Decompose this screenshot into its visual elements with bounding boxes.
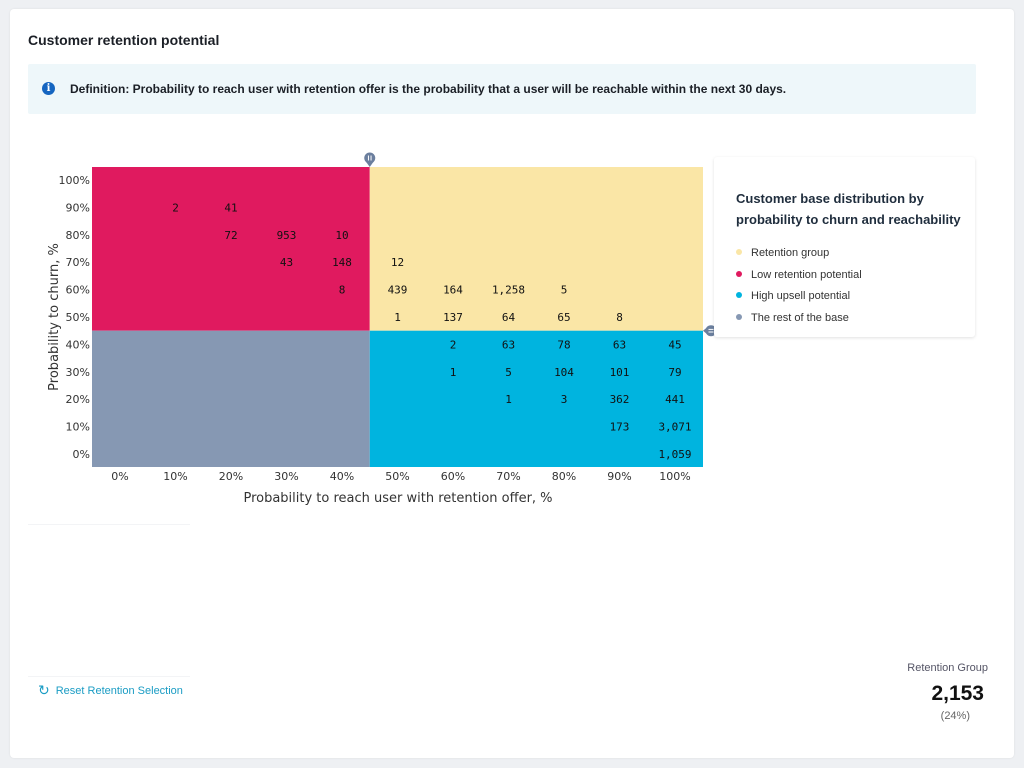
x-tick-label: 40% — [330, 470, 354, 483]
legend-dot — [736, 292, 742, 299]
y-tick-label: 70% — [66, 256, 90, 269]
divider — [28, 676, 190, 677]
info-icon: i — [42, 82, 55, 95]
cell-count-label: 64 — [502, 311, 516, 324]
handle-pointer — [364, 160, 375, 167]
reset-label: Reset Retention Selection — [55, 684, 183, 697]
legend-label: High upsell potential — [751, 290, 851, 302]
definition-text: Definition: Probability to reach user wi… — [70, 82, 787, 96]
reset-retention-selection-button[interactable]: ↻ Reset Retention Selection — [38, 682, 183, 699]
definition-banner: i Definition: Probability to reach user … — [28, 64, 976, 114]
cell-count-label: 101 — [610, 366, 630, 379]
y-tick-label: 10% — [66, 421, 90, 434]
cell-count-label: 137 — [443, 311, 463, 324]
cell-count-label: 78 — [557, 338, 570, 351]
x-axis-label: Probability to reach user with retention… — [243, 491, 552, 506]
quadrant-high-upsell — [369, 330, 703, 467]
cell-count-label: 173 — [610, 421, 630, 434]
y-tick-label: 90% — [66, 201, 90, 214]
y-tick-label: 0% — [73, 448, 90, 461]
cell-count-label: 3 — [561, 393, 568, 406]
x-tick-label: 60% — [441, 470, 465, 483]
legend-item-high-upsell[interactable]: High upsell potential — [736, 290, 850, 302]
cell-count-label: 1 — [394, 311, 401, 324]
x-tick-label: 70% — [496, 470, 520, 483]
quadrant-low-retention — [92, 167, 370, 331]
divider — [28, 524, 190, 525]
cell-count-label: 2 — [172, 201, 179, 214]
cell-count-label: 79 — [668, 366, 681, 379]
legend-label: The rest of the base — [751, 312, 849, 324]
cell-count-label: 439 — [388, 284, 408, 297]
cell-count-label: 3,071 — [658, 421, 691, 434]
legend-item-low-retention[interactable]: Low retention potential — [736, 269, 862, 281]
legend-item-retention-group[interactable]: Retention group — [736, 247, 829, 259]
cell-count-label: 8 — [339, 284, 346, 297]
legend-dot — [736, 271, 742, 278]
refresh-icon: ↻ — [38, 682, 50, 698]
x-tick-label: 20% — [219, 470, 243, 483]
cell-count-label: 43 — [280, 256, 293, 269]
cell-count-label: 41 — [224, 201, 237, 214]
y-threshold-handle[interactable] — [703, 325, 717, 337]
x-tick-label: 50% — [385, 470, 409, 483]
y-tick-label: 30% — [66, 366, 90, 379]
legend-item-rest-of-base[interactable]: The rest of the base — [736, 312, 849, 324]
legend-dot — [736, 314, 742, 321]
y-tick-label: 40% — [66, 338, 90, 351]
cell-count-label: 2 — [450, 338, 457, 351]
cell-count-label: 12 — [391, 256, 404, 269]
cell-count-label: 1 — [505, 393, 512, 406]
cell-count-label: 8 — [616, 311, 623, 324]
quadrant-rest-of-base — [92, 330, 370, 467]
cell-count-label: 10 — [335, 229, 348, 242]
summary-value: 2,153 — [931, 682, 984, 705]
cell-count-label: 5 — [505, 366, 512, 379]
legend-dot — [736, 249, 742, 256]
legend-card: Customer base distribution by probabilit… — [714, 157, 975, 337]
cell-count-label: 63 — [502, 338, 515, 351]
legend-label: Low retention potential — [751, 269, 862, 281]
y-tick-label: 100% — [59, 174, 90, 187]
summary-label: Retention Group — [907, 662, 988, 674]
x-tick-label: 0% — [111, 470, 128, 483]
y-axis-label: Probability to churn, % — [47, 243, 62, 391]
handle-pointer — [703, 325, 709, 336]
y-tick-label: 80% — [66, 229, 90, 242]
cell-count-label: 45 — [668, 338, 681, 351]
page-title: Customer retention potential — [28, 32, 220, 48]
cell-count-label: 164 — [443, 284, 463, 297]
cell-count-label: 953 — [277, 229, 297, 242]
cell-count-label: 63 — [613, 338, 626, 351]
x-tick-label: 30% — [274, 470, 298, 483]
cell-count-label: 1 — [450, 366, 457, 379]
legend-title: Customer base distribution by probabilit… — [736, 191, 961, 227]
cell-count-label: 362 — [610, 393, 630, 406]
y-tick-label: 50% — [66, 311, 90, 324]
cell-count-label: 5 — [561, 284, 568, 297]
cell-count-label: 1,258 — [492, 284, 525, 297]
cell-count-label: 441 — [665, 393, 685, 406]
cell-count-label: 148 — [332, 256, 352, 269]
x-tick-label: 100% — [659, 470, 690, 483]
x-tick-label: 90% — [607, 470, 631, 483]
cell-count-label: 65 — [557, 311, 570, 324]
y-tick-label: 60% — [66, 284, 90, 297]
cell-count-label: 1,059 — [658, 448, 691, 461]
cell-count-label: 72 — [224, 229, 237, 242]
x-tick-label: 10% — [163, 470, 187, 483]
summary-percent: (24%) — [940, 710, 970, 722]
y-tick-label: 20% — [66, 393, 90, 406]
quadrant-retention-group — [369, 167, 703, 331]
x-threshold-handle[interactable] — [364, 152, 376, 168]
x-tick-label: 80% — [552, 470, 576, 483]
cell-count-label: 104 — [554, 366, 574, 379]
legend-label: Retention group — [751, 247, 830, 259]
